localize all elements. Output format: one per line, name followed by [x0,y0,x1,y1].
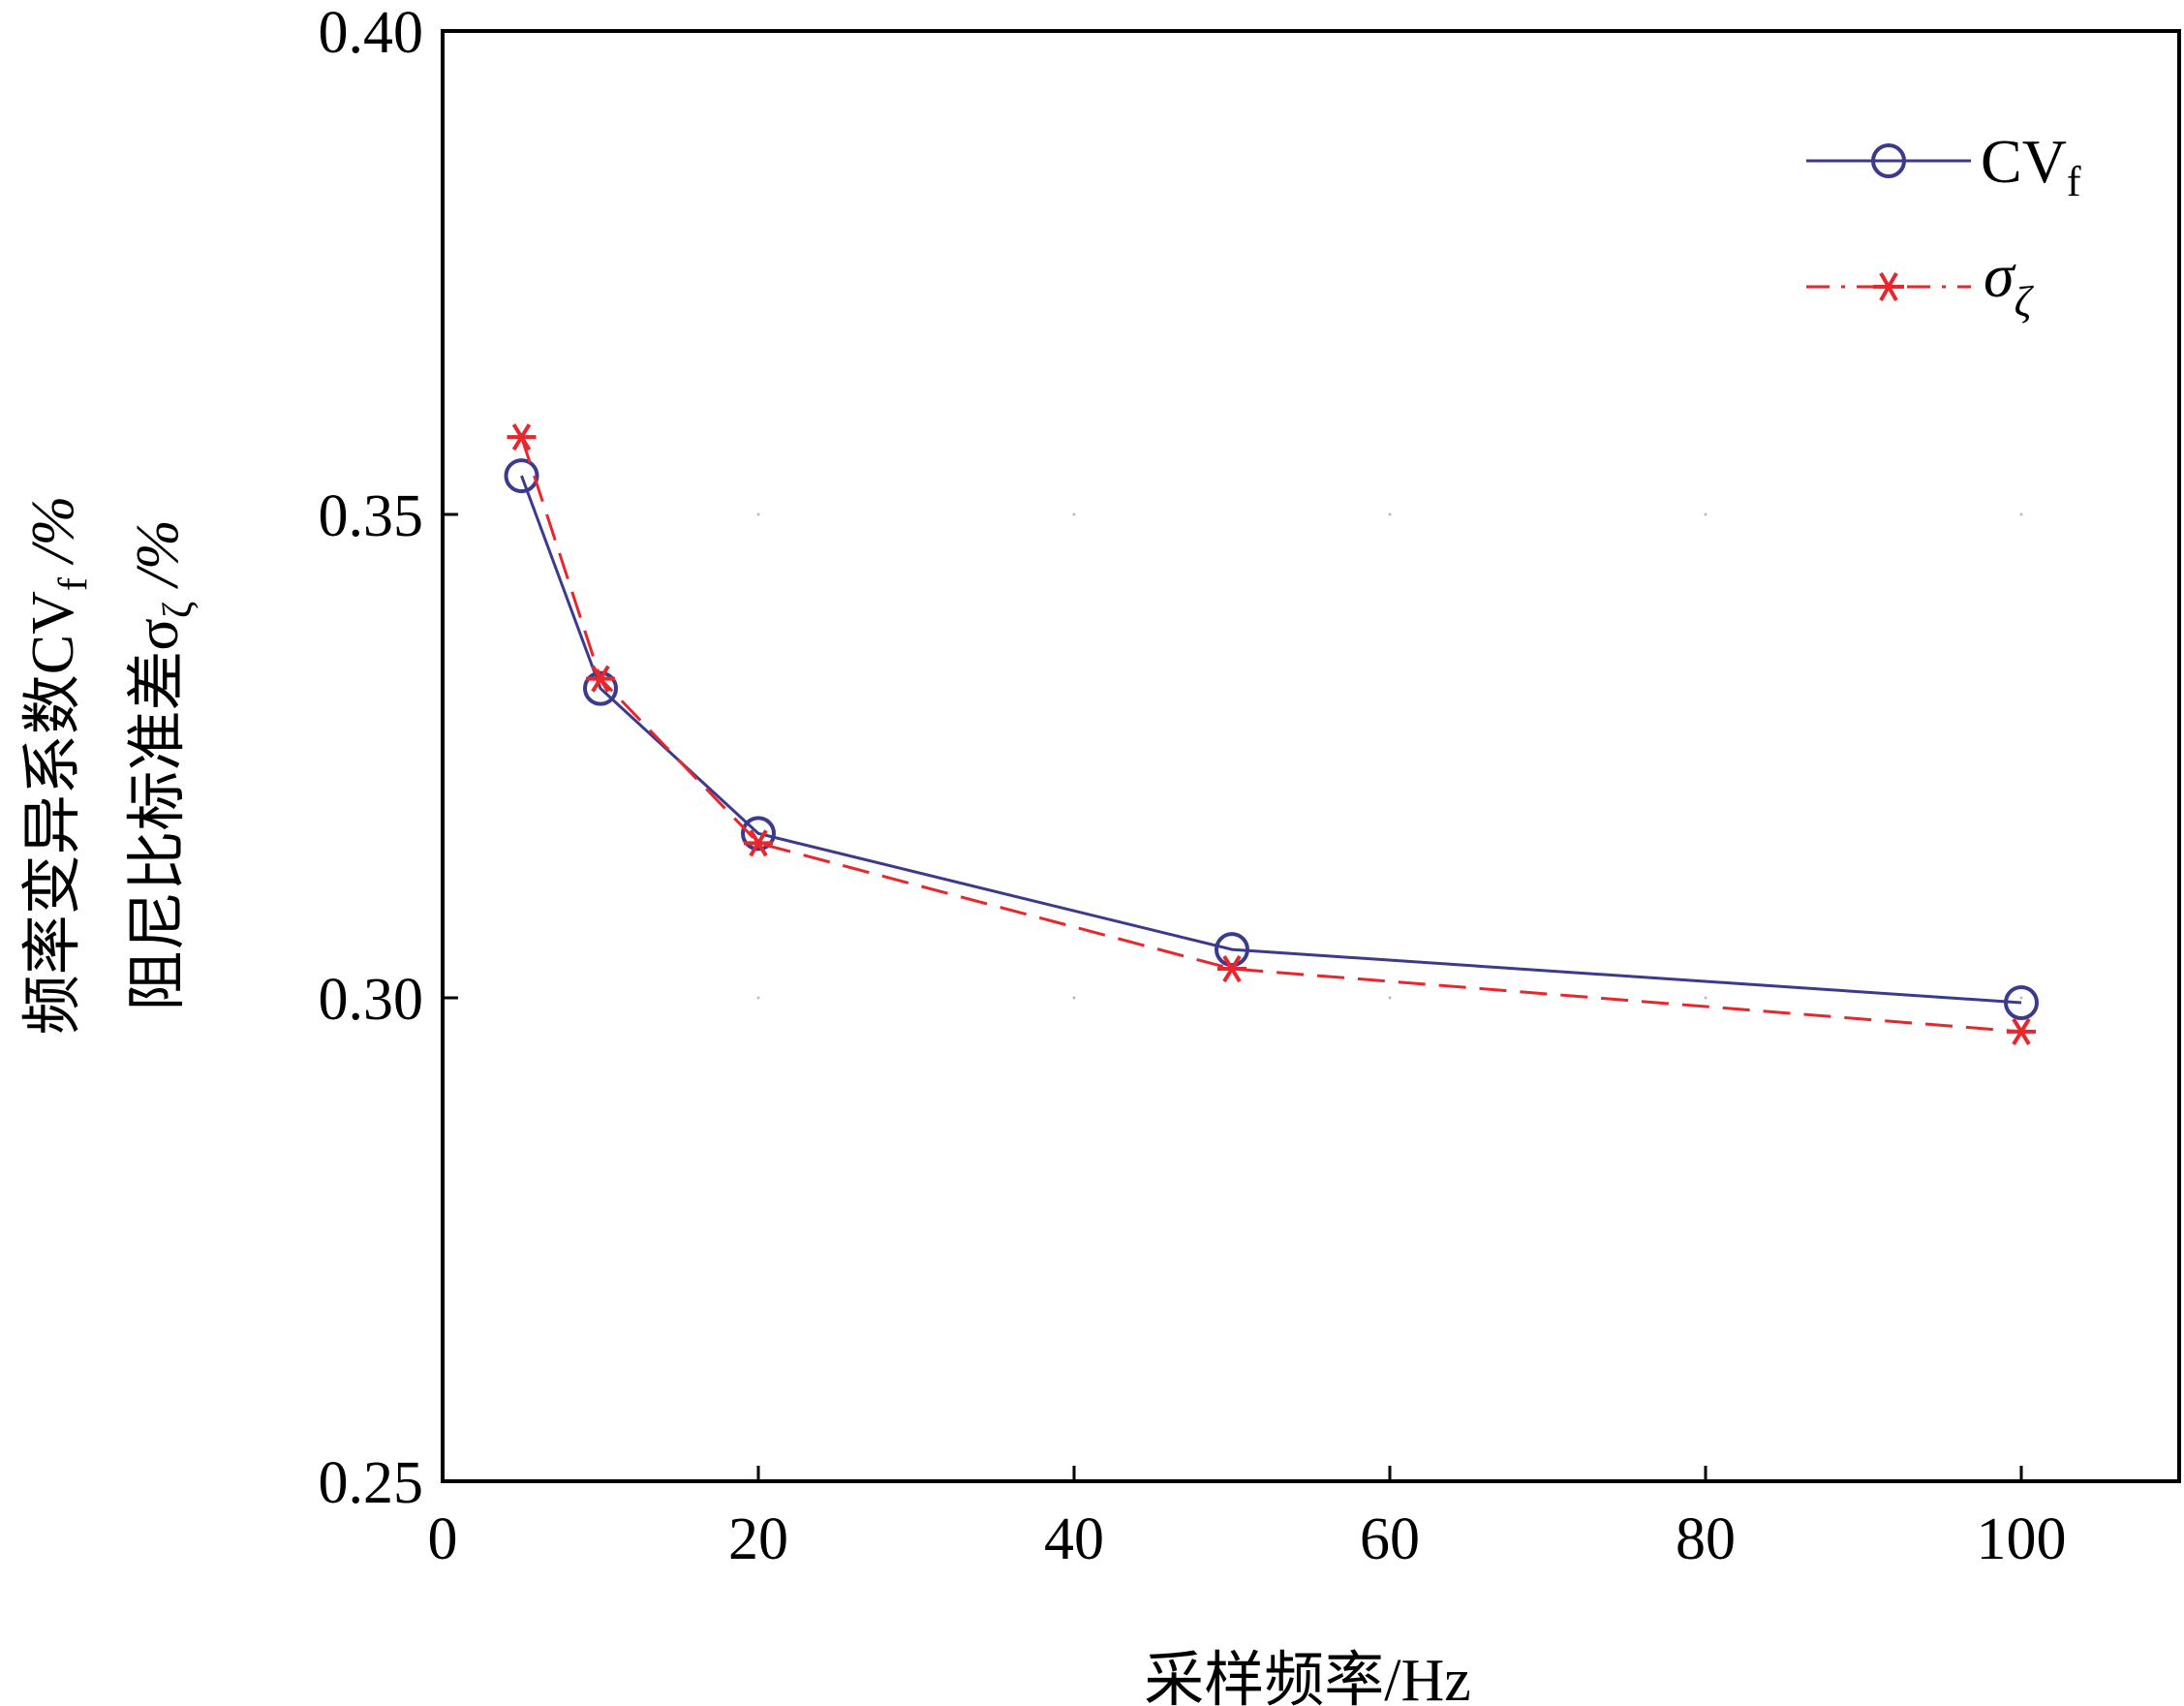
y-axis-title-line1-tail: /% [20,496,86,577]
legend-entry-sigma: σζ [1806,241,2035,326]
data-point-asterisk [744,829,773,857]
y-tick-label: 0.25 [319,1450,424,1516]
series-line-0 [520,475,2022,1005]
grid-dot [1388,996,1392,1000]
plot-frame [441,29,2181,1483]
grid-dots [756,512,2023,1000]
data-point-asterisk [586,665,615,693]
x-tick-label: 80 [1676,1506,1736,1572]
y-tick-label: 0.35 [319,483,424,549]
legend-label-cv-sub: f [2067,158,2081,205]
series-line-1 [520,436,2022,1034]
legend-label-cv-main: CV [1981,127,2067,196]
grid-dot [1072,996,1076,1000]
grid-dot [2019,996,2023,1000]
data-point-circle [741,816,776,852]
grid-dot [2019,512,2023,516]
legend-label-sigma-sub: ζ [2015,278,2035,326]
grid-dot [1704,996,1707,1000]
y-axis-title-line2-tail: /% [125,519,191,601]
legend-label-sigma-main: σ [1984,241,2016,310]
y-axis-title-line1-sub: f [51,577,96,591]
data-point-asterisk [1217,955,1246,983]
data-point-asterisk [2007,1017,2036,1045]
y-axis-title-line2: 阻尼比标准差σζ /% [125,519,200,1010]
legend-entry-cv: CVf [1806,127,2081,205]
y-axis-title-line1-main: 频率变异系数CV [20,591,86,1035]
y-axis-title-line1: 频率变异系数CVf /% [20,496,96,1036]
y-tick-label: 0.30 [319,967,424,1033]
x-tick-label: 0 [428,1506,458,1572]
y-tick-label: 0.40 [319,0,424,66]
grid-dot [756,996,760,1000]
grid-dot [756,512,760,516]
data-point-circle [2004,984,2039,1020]
legend-marker-asterisk [1873,272,1904,301]
x-tick-label: 20 [728,1506,788,1572]
x-axis: 0 20 40 60 80 100 [428,1466,2067,1572]
data-point-circle [1215,932,1249,968]
grid-dot [1072,512,1076,516]
legend-marker-circle [1871,143,1906,178]
x-tick-label: 40 [1044,1506,1104,1572]
data-point-circle [583,670,618,706]
y-axis-title-line2-sub: ζ [156,602,200,618]
x-axis-title: 采样频率/Hz [1144,1648,1471,1706]
series-group [504,423,2039,1045]
y-axis-title-line2-main: 阻尼比标准差σ [125,618,191,1010]
data-point-asterisk [507,423,537,451]
legend-label-cv: CVf [1981,127,2081,205]
x-tick-label: 100 [1977,1506,2067,1572]
legend-label-sigma: σζ [1984,241,2035,326]
grid-dot [1388,512,1392,516]
legend: CVf σζ [1806,127,2081,326]
y-axis: 0.25 0.30 0.35 0.40 [319,0,458,1516]
data-point-circle [504,458,539,494]
grid-dot [1704,512,1707,516]
x-tick-label: 60 [1360,1506,1420,1572]
